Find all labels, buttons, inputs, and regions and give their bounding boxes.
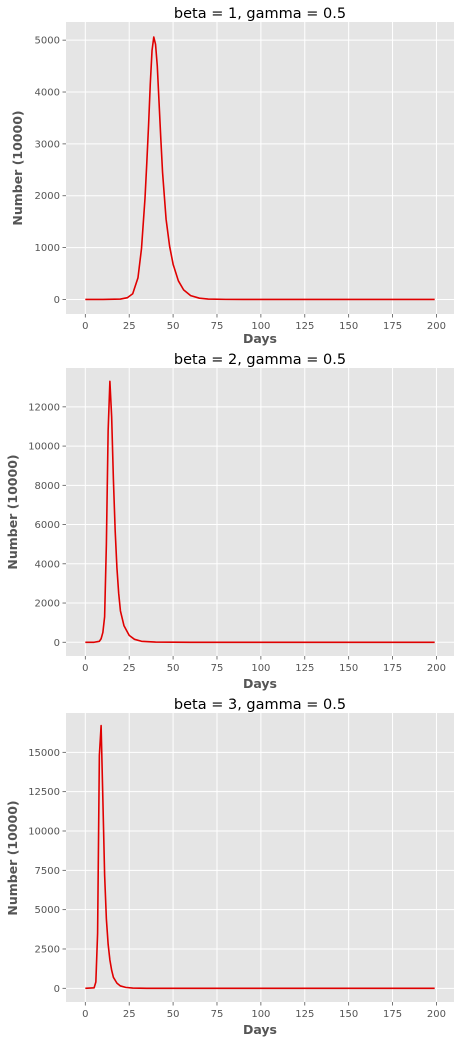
grid: [66, 22, 454, 314]
x-tick-label: 25: [123, 1009, 136, 1020]
x-tick-label: 150: [339, 1009, 358, 1020]
plot-area: [66, 713, 454, 1002]
x-tick-label: 100: [251, 1009, 270, 1020]
x-tick-label: 175: [383, 1009, 402, 1020]
y-tick-label: 3000: [35, 139, 60, 150]
plot-area: [66, 22, 454, 314]
plot-area: [66, 368, 454, 656]
y-tick-label: 0: [54, 984, 60, 995]
y-tick-label: 5000: [35, 36, 60, 47]
subplot-3: 0 25 50 75 100 125 150 175 200 0 2500 5000 7500 1000…: [5, 697, 454, 1037]
x-tick-label: 125: [295, 321, 314, 332]
y-tick-label: 7500: [35, 866, 60, 877]
series-layer: [85, 380, 435, 644]
x-tick-label: 100: [251, 663, 270, 674]
y-tick-label: 2500: [35, 944, 60, 955]
y-tick-label: 8000: [35, 481, 60, 492]
chart-title: beta = 3, gamma = 0.5: [174, 697, 346, 713]
x-tick-label: 75: [211, 1009, 224, 1020]
y-ticks: 0 1000 2000 3000 4000 5000: [35, 36, 66, 306]
x-tick-label: 50: [167, 663, 180, 674]
y-tick-label: 15000: [28, 748, 60, 759]
y-tick-label: 6000: [35, 520, 60, 531]
y-tick-label: 2000: [35, 191, 60, 202]
x-tick-label: 0: [82, 663, 88, 674]
grid: [66, 713, 454, 1002]
x-tick-label: 150: [339, 663, 358, 674]
subplot-1: 0 25 50 75 100 125 150 175 200 0 1000 2000 3000 4000…: [10, 6, 454, 346]
y-ticks: 0 2000 4000 6000 8000 10000 12000: [28, 402, 66, 649]
x-tick-label: 200: [427, 1009, 446, 1020]
chart-title: beta = 2, gamma = 0.5: [174, 352, 346, 368]
x-tick-label: 75: [211, 321, 224, 332]
y-tick-label: 1000: [35, 243, 60, 254]
y-tick-label: 4000: [35, 88, 60, 99]
y-tick-label: 12000: [28, 402, 60, 413]
x-axis-label: Days: [243, 676, 277, 691]
y-tick-label: 12500: [28, 787, 60, 798]
x-tick-label: 50: [167, 321, 180, 332]
chart-title: beta = 1, gamma = 0.5: [174, 6, 346, 22]
y-tick-label: 0: [54, 295, 60, 306]
x-tick-label: 100: [251, 321, 270, 332]
x-tick-label: 200: [427, 663, 446, 674]
y-tick-label: 2000: [35, 599, 60, 610]
y-tick-label: 10000: [28, 826, 60, 837]
x-tick-label: 50: [167, 1009, 180, 1020]
x-axis-label: Days: [243, 331, 277, 346]
x-tick-label: 175: [383, 663, 402, 674]
x-tick-label: 25: [123, 663, 136, 674]
x-tick-label: 75: [211, 663, 224, 674]
x-tick-label: 125: [295, 1009, 314, 1020]
y-axis-label: Number (10000): [5, 454, 20, 569]
y-tick-label: 0: [54, 638, 60, 649]
y-axis-label: Number (10000): [5, 800, 20, 915]
y-axis-label: Number (10000): [10, 110, 25, 225]
series-line: [85, 380, 435, 644]
x-tick-label: 200: [427, 321, 446, 332]
y-tick-label: 5000: [35, 905, 60, 916]
x-tick-label: 150: [339, 321, 358, 332]
x-tick-label: 0: [82, 1009, 88, 1020]
series-layer: [85, 724, 435, 990]
x-tick-label: 25: [123, 321, 136, 332]
y-tick-label: 4000: [35, 559, 60, 570]
x-ticks: 0 25 50 75 100 125 150 175 200: [82, 1002, 446, 1020]
x-tick-label: 175: [383, 321, 402, 332]
series-line: [85, 36, 435, 301]
series-layer: [85, 36, 435, 301]
x-ticks: 0 25 50 75 100 125 150 175 200: [82, 314, 446, 332]
x-ticks: 0 25 50 75 100 125 150 175 200: [82, 656, 446, 674]
x-tick-label: 0: [82, 321, 88, 332]
x-axis-label: Days: [243, 1022, 277, 1037]
subplot-2: 0 25 50 75 100 125 150 175 200 0 2000 4000 6000 8000…: [5, 352, 454, 691]
y-tick-label: 10000: [28, 442, 60, 453]
x-tick-label: 125: [295, 663, 314, 674]
y-ticks: 0 2500 5000 7500 10000 12500 15000: [28, 748, 66, 995]
series-line: [85, 724, 435, 990]
